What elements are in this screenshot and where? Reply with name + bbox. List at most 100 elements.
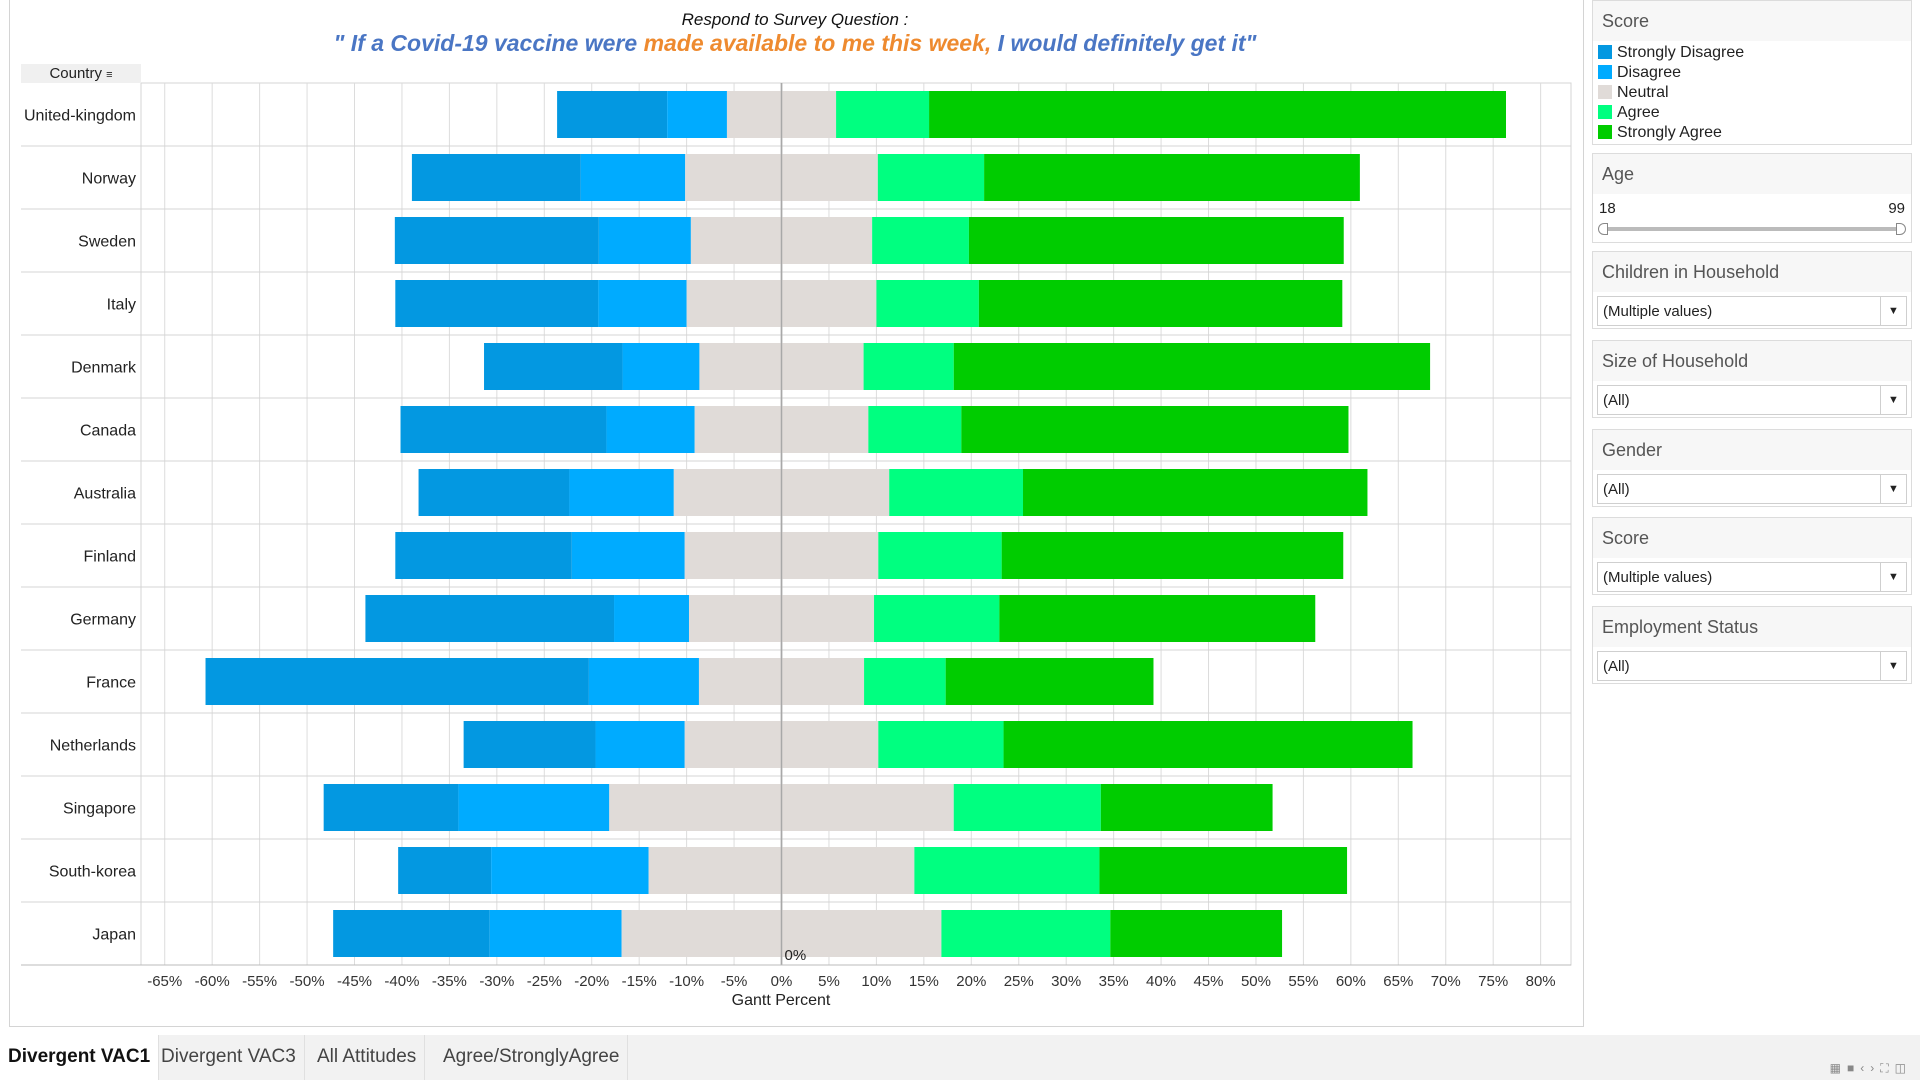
bar-strongly-disagree [400,406,607,453]
bar-strongly-agree [968,217,1344,264]
age-filter: Age 18 99 [1592,153,1912,243]
gender-dropdown[interactable]: (All) ▼ [1597,474,1907,504]
legend-item[interactable]: Strongly Disagree [1598,43,1911,63]
bar-strongly-agree [978,280,1343,327]
age-slider-track[interactable] [1603,227,1901,231]
chart-subtitle: " If a Covid-19 vaccine were made availa… [0,30,1590,57]
dropdown-value: (All) [1603,392,1630,409]
legend-label: Neutral [1617,84,1669,101]
bar-strongly-disagree [398,847,492,894]
bar-disagree [598,217,691,264]
bar-agree [878,721,1004,768]
bar-strongly-agree [929,91,1506,138]
age-max: 99 [1888,200,1905,217]
filter-title: Score [1593,518,1911,558]
legend-item[interactable]: Agree [1598,103,1911,123]
x-tick-label: 75% [1478,973,1508,990]
chevron-down-icon[interactable]: ▼ [1880,297,1906,325]
bar-strongly-disagree [463,721,596,768]
bar-disagree [489,910,622,957]
x-tick-label: 0% [771,973,793,990]
bar-strongly-agree [1099,847,1348,894]
zero-label: 0% [785,947,807,964]
legend-swatch [1598,45,1612,59]
bar-strongly-disagree [365,595,615,642]
children-dropdown[interactable]: (Multiple values) ▼ [1597,296,1907,326]
tab-agree-stronglyagree[interactable]: Agree/StronglyAgree [435,1035,629,1080]
score-filter: Score (Multiple values) ▼ [1592,517,1912,595]
bar-agree [836,91,930,138]
chevron-down-icon[interactable]: ▼ [1880,386,1906,414]
x-tick-label: 50% [1241,973,1271,990]
bar-strongly-agree [945,658,1154,705]
legend-label: Strongly Agree [1617,124,1722,141]
legend-item[interactable]: Disagree [1598,63,1911,83]
age-slider-min-handle[interactable] [1598,223,1608,235]
tab-divergent-vac1[interactable]: Divergent VAC1 [0,1035,160,1080]
x-tick-label: 35% [1099,973,1129,990]
bar-agree [868,406,962,453]
bar-disagree [622,343,700,390]
size-dropdown[interactable]: (All) ▼ [1597,385,1907,415]
country-label: Netherlands [50,738,136,755]
x-tick-label: 5% [818,973,840,990]
bar-agree [941,910,1111,957]
bar-strongly-agree [1023,469,1368,516]
chevron-down-icon[interactable]: ▼ [1880,475,1906,503]
x-tick-label: 60% [1336,973,1366,990]
x-tick-label: -55% [242,973,277,990]
score-legend: Score Strongly Disagree Disagree Neutral Ag… [1592,0,1912,145]
bar-strongly-disagree [333,910,490,957]
dropdown-value: (All) [1603,658,1630,675]
age-slider-max-handle[interactable] [1896,223,1906,235]
bar-strongly-agree [1110,910,1283,957]
x-tick-label: -40% [384,973,419,990]
bar-strongly-disagree [395,280,599,327]
x-tick-label: -45% [337,973,372,990]
x-tick-label: -5% [721,973,748,990]
tab-all-attitudes[interactable]: All Attitudes [309,1035,426,1080]
bar-strongly-disagree [411,154,581,201]
subtitle-highlight: made available to me this week, [643,30,992,56]
x-tick-label: 10% [861,973,891,990]
bar-strongly-agree [1001,532,1344,579]
country-header[interactable]: Country ≡ [21,64,141,83]
country-label: South-korea [49,864,136,881]
legend-swatch [1598,105,1612,119]
bar-agree [914,847,1100,894]
children-filter: Children in Household (Multiple values) ▼ [1592,251,1912,329]
x-tick-label: 15% [909,973,939,990]
gender-filter: Gender (All) ▼ [1592,429,1912,507]
tab-divergent-vac3[interactable]: Divergent VAC3 [153,1035,305,1080]
legend-swatch [1598,65,1612,79]
bar-strongly-disagree [205,658,589,705]
x-tick-label: -15% [622,973,657,990]
employment-dropdown[interactable]: (All) ▼ [1597,651,1907,681]
score-dropdown[interactable]: (Multiple values) ▼ [1597,562,1907,592]
legend-item[interactable]: Strongly Agree [1598,123,1911,143]
sheet-tabs: Divergent VAC1 Divergent VAC3 All Attitu… [0,1035,1920,1080]
x-tick-label: -25% [527,973,562,990]
age-min: 18 [1599,200,1616,217]
filter-title: Size of Household [1593,341,1911,381]
bar-strongly-disagree [394,217,599,264]
chevron-down-icon[interactable]: ▼ [1880,563,1906,591]
bar-agree [889,469,1024,516]
bar-strongly-agree [984,154,1360,201]
employment-filter: Employment Status (All) ▼ [1592,606,1912,684]
sort-icon[interactable]: ≡ [106,69,113,81]
bar-agree [874,595,1000,642]
country-label: France [86,675,136,692]
bar-disagree [598,280,687,327]
bar-disagree [667,91,727,138]
bar-agree [878,532,1002,579]
legend-title: Score [1593,1,1911,41]
chart-panel [9,0,1584,1027]
bar-agree [953,784,1101,831]
diverging-bar-chart: -65% -60% -55% -50% -45% -40% -35% -30% -25% -20%… [21,82,1572,990]
x-tick-label: 80% [1526,973,1556,990]
view-controls[interactable]: ▦■‹›⛶◫ [1829,1061,1912,1075]
legend-item[interactable]: Neutral [1598,83,1911,103]
chevron-down-icon[interactable]: ▼ [1880,652,1906,680]
country-label: Japan [92,927,136,944]
